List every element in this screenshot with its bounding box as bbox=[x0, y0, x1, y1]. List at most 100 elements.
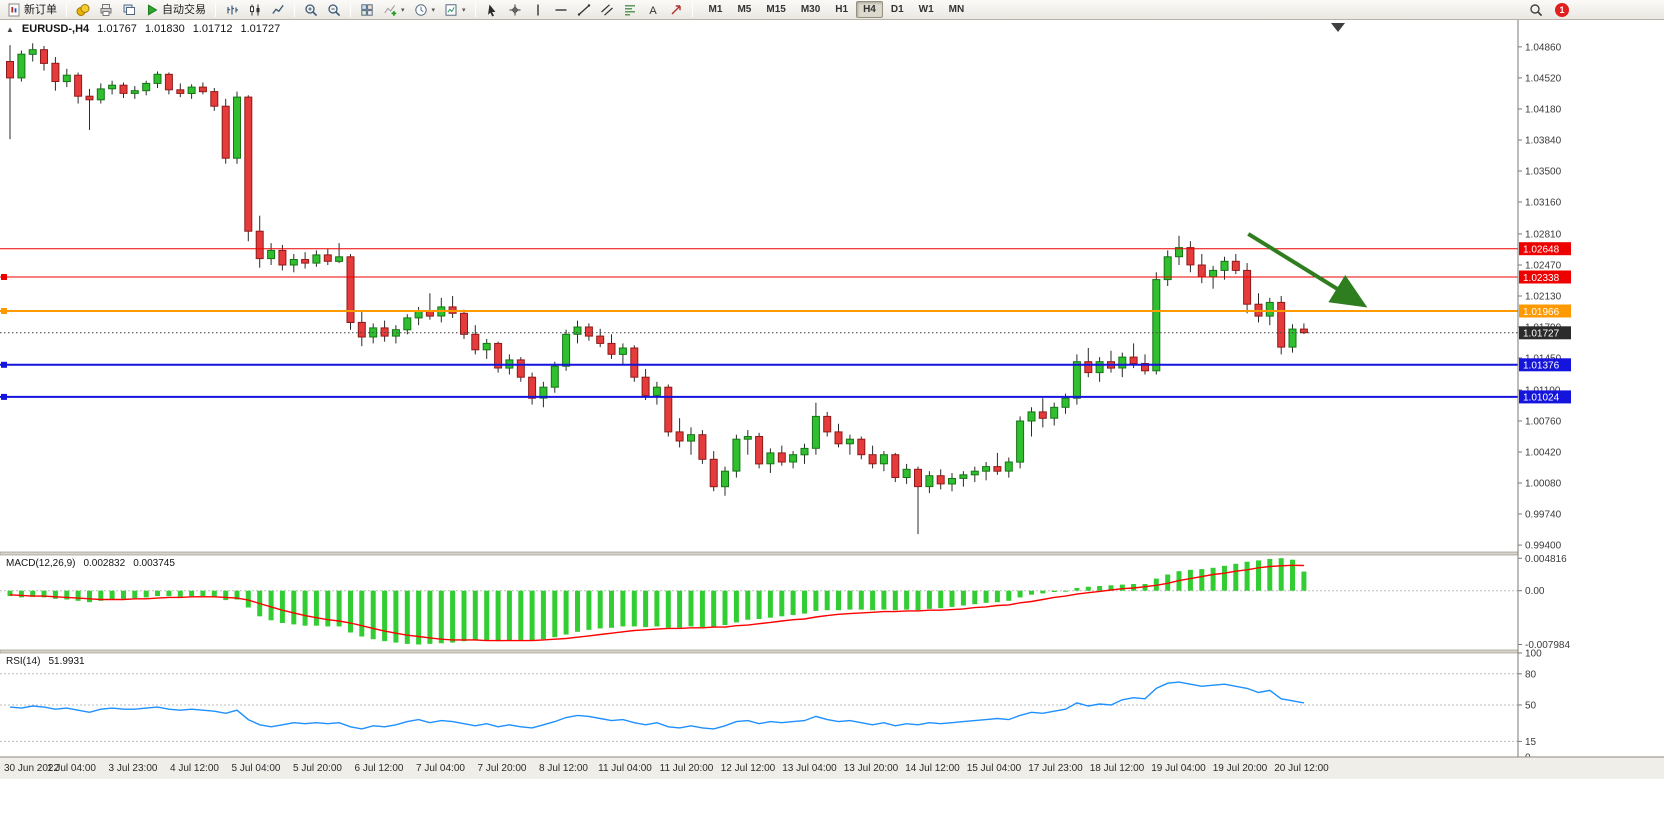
price-badge: 1.01024 bbox=[1519, 390, 1571, 404]
svg-text:1.02810: 1.02810 bbox=[1525, 229, 1562, 240]
cursor-icon bbox=[485, 3, 499, 17]
chart-canvas-wrap: 1.04860 1.04520 1.04180 1.03840 1.03500 1.031… bbox=[0, 20, 1664, 828]
line-chart-icon bbox=[271, 3, 285, 17]
chart-shift-marker[interactable] bbox=[1331, 23, 1345, 32]
pane-divider[interactable] bbox=[0, 649, 1664, 654]
candlestick-chart-button[interactable] bbox=[244, 1, 266, 19]
rsi-pane bbox=[0, 673, 1518, 742]
print-button[interactable] bbox=[95, 1, 117, 19]
indicators-button[interactable]: ▾ bbox=[379, 1, 409, 19]
horizontal-line-icon bbox=[554, 3, 568, 17]
svg-text:0.004816: 0.004816 bbox=[1525, 554, 1567, 565]
timeframe-H1[interactable]: H1 bbox=[835, 4, 849, 15]
timeframe-MN[interactable]: MN bbox=[948, 4, 965, 15]
window-layout-button[interactable] bbox=[118, 1, 140, 19]
arrow-tool-icon bbox=[669, 3, 683, 17]
periods-button[interactable]: ▾ bbox=[410, 1, 440, 19]
horizontal-lines-layer bbox=[0, 248, 1518, 400]
timeframe-M30[interactable]: M30 bbox=[800, 4, 821, 15]
search-button[interactable] bbox=[1525, 1, 1547, 19]
autotrading-button-label: 自动交易 bbox=[162, 3, 206, 16]
price-axis[interactable]: 1.04860 1.04520 1.04180 1.03840 1.03500 1.031… bbox=[1517, 20, 1664, 779]
fibonacci-button[interactable] bbox=[619, 1, 641, 19]
channel-button[interactable] bbox=[596, 1, 618, 19]
autotrading-button[interactable]: 自动交易 bbox=[141, 1, 210, 19]
zoom-out-button[interactable] bbox=[323, 1, 345, 19]
svg-text:A: A bbox=[649, 5, 657, 17]
templates-icon bbox=[444, 3, 458, 17]
svg-text:1.02130: 1.02130 bbox=[1525, 292, 1562, 303]
svg-text:1.00760: 1.00760 bbox=[1525, 417, 1562, 428]
deposit-button[interactable] bbox=[72, 1, 94, 19]
line-chart-button[interactable] bbox=[267, 1, 289, 19]
arrow-tool-button[interactable] bbox=[665, 1, 687, 19]
svg-text:19 Jul 20:00: 19 Jul 20:00 bbox=[1213, 763, 1268, 774]
svg-text:1.03840: 1.03840 bbox=[1525, 136, 1562, 147]
svg-text:5 Jul 20:00: 5 Jul 20:00 bbox=[293, 763, 342, 774]
notification-badge[interactable]: 1 bbox=[1555, 2, 1569, 17]
crosshair-button[interactable] bbox=[504, 1, 526, 19]
tile-windows-button[interactable] bbox=[356, 1, 378, 19]
trend-arrow[interactable] bbox=[1247, 232, 1368, 308]
svg-text:18 Jul 12:00: 18 Jul 12:00 bbox=[1090, 763, 1145, 774]
svg-text:15 Jul 04:00: 15 Jul 04:00 bbox=[967, 763, 1022, 774]
timeframe-H4[interactable]: H4 bbox=[856, 1, 883, 18]
text-label-button[interactable]: A bbox=[642, 1, 664, 19]
timeframe-switcher: M1 M5 M15 M30 H1 H4 D1 W1 MN bbox=[702, 1, 972, 18]
toolbar-separator bbox=[215, 2, 216, 17]
svg-text:80: 80 bbox=[1525, 669, 1537, 680]
macd-signal-line bbox=[9, 564, 1304, 642]
svg-text:7 Jul 04:00: 7 Jul 04:00 bbox=[416, 763, 465, 774]
hline-handle[interactable] bbox=[1, 393, 7, 400]
svg-text:1.01727: 1.01727 bbox=[1523, 329, 1560, 340]
crosshair-icon bbox=[508, 3, 522, 17]
pane-divider[interactable] bbox=[0, 551, 1664, 556]
indicators-icon bbox=[383, 3, 397, 17]
trendline-button[interactable] bbox=[573, 1, 595, 19]
chart-canvas[interactable]: 1.04860 1.04520 1.04180 1.03840 1.03500 1.031… bbox=[0, 20, 1664, 828]
toolbar-separator bbox=[294, 2, 295, 17]
zoom-in-button[interactable] bbox=[300, 1, 322, 19]
svg-text:12 Jul 12:00: 12 Jul 12:00 bbox=[721, 763, 776, 774]
price-badge: 1.01376 bbox=[1519, 358, 1571, 372]
zoom-out-icon bbox=[327, 3, 341, 17]
timeframe-W1[interactable]: W1 bbox=[918, 4, 934, 15]
bar-chart-button[interactable] bbox=[221, 1, 243, 19]
svg-text:-0.007984: -0.007984 bbox=[1525, 640, 1570, 651]
price-badge: 1.01966 bbox=[1519, 304, 1571, 318]
bar-chart-icon bbox=[225, 3, 239, 17]
new-order-button-label: 新订单 bbox=[24, 3, 57, 16]
one-click-trading-toggle[interactable]: ▲ bbox=[6, 25, 14, 34]
vertical-line-icon bbox=[531, 3, 545, 17]
timeframe-D1[interactable]: D1 bbox=[890, 4, 904, 15]
text-label-icon: A bbox=[646, 3, 660, 17]
new-order-button[interactable]: 新订单 bbox=[3, 1, 61, 19]
timeframe-M5[interactable]: M5 bbox=[737, 4, 752, 15]
timeframe-M1[interactable]: M1 bbox=[708, 4, 723, 15]
svg-text:1.03500: 1.03500 bbox=[1525, 167, 1562, 178]
hline-handle[interactable] bbox=[1, 274, 7, 280]
svg-text:100: 100 bbox=[1525, 649, 1542, 660]
new-order-icon bbox=[7, 3, 21, 17]
toolbar-separator bbox=[691, 2, 693, 17]
candlestick-chart-icon bbox=[248, 3, 262, 17]
timeframe-M15[interactable]: M15 bbox=[766, 4, 786, 15]
hline-handle[interactable] bbox=[1, 308, 7, 314]
vertical-line-button[interactable] bbox=[527, 1, 549, 19]
svg-text:14 Jul 12:00: 14 Jul 12:00 bbox=[905, 763, 960, 774]
search-icon bbox=[1529, 3, 1543, 17]
window-layout-icon bbox=[122, 3, 136, 17]
cursor-button[interactable] bbox=[481, 1, 503, 19]
svg-text:1.00420: 1.00420 bbox=[1525, 448, 1562, 459]
templates-button[interactable]: ▾ bbox=[440, 1, 470, 19]
svg-text:0.00: 0.00 bbox=[1525, 586, 1545, 597]
horizontal-line-button[interactable] bbox=[550, 1, 572, 19]
periods-icon bbox=[414, 3, 428, 17]
svg-text:1.04520: 1.04520 bbox=[1525, 73, 1562, 84]
hline-handle[interactable] bbox=[1, 361, 7, 368]
svg-text:1.01376: 1.01376 bbox=[1523, 361, 1560, 372]
dropdown-caret-icon: ▾ bbox=[431, 6, 436, 14]
price-badge: 1.02648 bbox=[1519, 242, 1571, 256]
